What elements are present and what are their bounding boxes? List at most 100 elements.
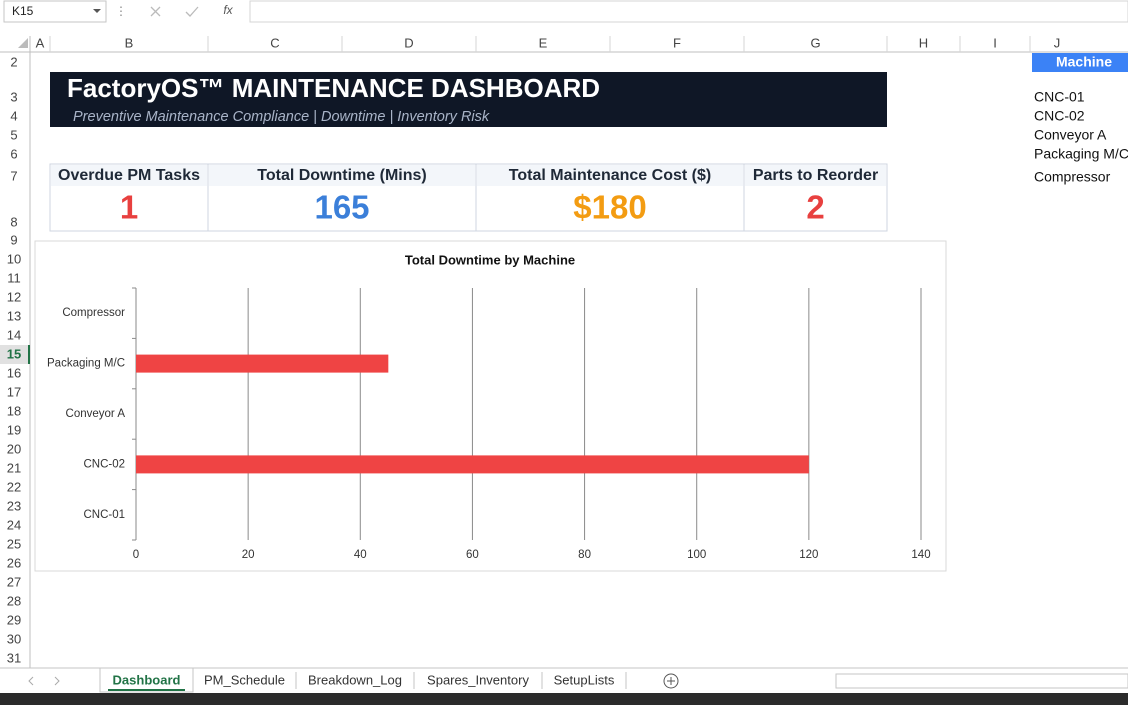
column-header-bar: [0, 36, 1128, 52]
sheet-tab[interactable]: Spares_Inventory: [427, 672, 529, 687]
sheet-tab[interactable]: PM_Schedule: [204, 672, 285, 687]
column-header[interactable]: J: [1054, 35, 1061, 50]
lookup-item: Compressor: [1034, 169, 1111, 185]
row-header[interactable]: 29: [7, 612, 21, 627]
kpi-label-bg: [477, 165, 743, 186]
status-bar: [0, 693, 1128, 705]
kpi-value: 1: [120, 189, 138, 226]
row-header[interactable]: 24: [7, 517, 21, 532]
column-header[interactable]: A: [36, 35, 45, 50]
banner: [50, 72, 887, 127]
sheet-tab[interactable]: SetupLists: [554, 672, 615, 687]
row-header[interactable]: 12: [7, 289, 21, 304]
y-tick-label: CNC-02: [83, 458, 125, 470]
active-tab-bg: [99, 667, 194, 693]
row-header[interactable]: 11: [7, 270, 21, 285]
x-tick-label: 20: [242, 549, 255, 561]
bar: [136, 354, 389, 373]
row-header[interactable]: 25: [7, 536, 21, 551]
row-header[interactable]: 5: [10, 127, 17, 142]
kpi-label: Parts to Reorder: [753, 167, 878, 184]
row-header[interactable]: 2: [10, 54, 17, 69]
x-tick-label: 120: [799, 549, 818, 561]
add-sheet-plus: [667, 677, 675, 685]
enter-icon[interactable]: [185, 6, 199, 17]
kpi-value: 165: [314, 189, 369, 226]
y-tick-label: CNC-01: [83, 509, 125, 521]
kpi-value: $180: [573, 189, 646, 226]
column-header[interactable]: H: [919, 35, 928, 50]
column-header[interactable]: B: [125, 35, 134, 50]
row-header[interactable]: 23: [7, 498, 21, 513]
lookup-header: Machine: [1056, 54, 1112, 70]
cancel-icon[interactable]: [150, 6, 161, 17]
kpi-label: Total Maintenance Cost ($): [509, 167, 711, 184]
chart-title: Total Downtime by Machine: [405, 252, 575, 267]
column-header[interactable]: C: [270, 35, 279, 50]
row-header[interactable]: 9: [10, 232, 17, 247]
kpi-value: 2: [806, 189, 824, 226]
column-header[interactable]: D: [404, 35, 413, 50]
row-header[interactable]: 14: [7, 327, 21, 342]
name-box[interactable]: [3, 0, 107, 23]
row-header[interactable]: 3: [10, 89, 17, 104]
horizontal-scrollbar[interactable]: [835, 673, 1128, 689]
row-header[interactable]: 7: [10, 168, 17, 183]
row-header[interactable]: 8: [10, 214, 17, 229]
name-box-text: K15: [12, 4, 34, 18]
add-sheet[interactable]: [663, 673, 679, 689]
lookup-item: CNC-02: [1034, 108, 1085, 124]
row-header[interactable]: 30: [7, 631, 21, 646]
column-header[interactable]: I: [993, 35, 997, 50]
tab-scroll[interactable]: [28, 676, 60, 686]
y-tick-label: Packaging M/C: [47, 358, 125, 370]
column-header[interactable]: E: [539, 35, 548, 50]
dashboard-subtitle: Preventive Maintenance Compliance | Down…: [73, 109, 490, 125]
formula-input[interactable]: [249, 0, 1128, 23]
x-tick-label: 140: [911, 549, 930, 561]
row-header[interactable]: 22: [7, 479, 21, 494]
sheet-tab[interactable]: Breakdown_Log: [308, 672, 402, 687]
row-header[interactable]: 10: [7, 251, 21, 266]
lookup-item: Packaging M/C: [1034, 146, 1128, 162]
dropdown-arrow[interactable]: [93, 9, 101, 13]
kpi-label-bg: [209, 165, 475, 186]
row-header[interactable]: 31: [7, 650, 21, 665]
sheet-tab[interactable]: Dashboard: [113, 672, 181, 687]
x-tick-label: 60: [466, 549, 479, 561]
kpi-label-bg: [51, 165, 207, 186]
row-header[interactable]: 27: [7, 574, 21, 589]
spacer: [0, 24, 1128, 36]
kpi-label: Total Downtime (Mins): [257, 167, 426, 184]
y-tick-label: Conveyor A: [66, 408, 126, 420]
chart-area[interactable]: [34, 240, 947, 572]
selected-row-highlight: [0, 345, 30, 364]
row-header[interactable]: 17: [7, 384, 21, 399]
row-header[interactable]: 20: [7, 441, 21, 456]
row-header[interactable]: 6: [10, 146, 17, 161]
lookup-header-cell: [1032, 53, 1128, 72]
kpi-label-bg: [745, 165, 886, 186]
row-header[interactable]: 13: [7, 308, 21, 323]
row-header[interactable]: 18: [7, 403, 21, 418]
row-header[interactable]: 21: [7, 460, 21, 475]
row-header[interactable]: 16: [7, 365, 21, 380]
row-header[interactable]: 4: [10, 108, 17, 123]
dashboard-title: FactoryOS™ MAINTENANCE DASHBOARD: [67, 73, 600, 103]
x-tick-label: 0: [133, 549, 139, 561]
bar: [136, 455, 809, 474]
function-icon[interactable]: fx: [223, 3, 233, 17]
row-header[interactable]: 19: [7, 422, 21, 437]
column-header[interactable]: G: [810, 35, 820, 50]
column-header[interactable]: F: [673, 35, 681, 50]
x-tick-label: 100: [687, 549, 706, 561]
row-header[interactable]: 15: [7, 346, 21, 361]
select-all[interactable]: [18, 38, 28, 48]
row-header[interactable]: 26: [7, 555, 21, 570]
row-header[interactable]: 28: [7, 593, 21, 608]
x-tick-label: 40: [354, 549, 367, 561]
lookup-item: Conveyor A: [1034, 127, 1107, 143]
x-tick-label: 80: [578, 549, 591, 561]
lookup-item: CNC-01: [1034, 89, 1085, 105]
